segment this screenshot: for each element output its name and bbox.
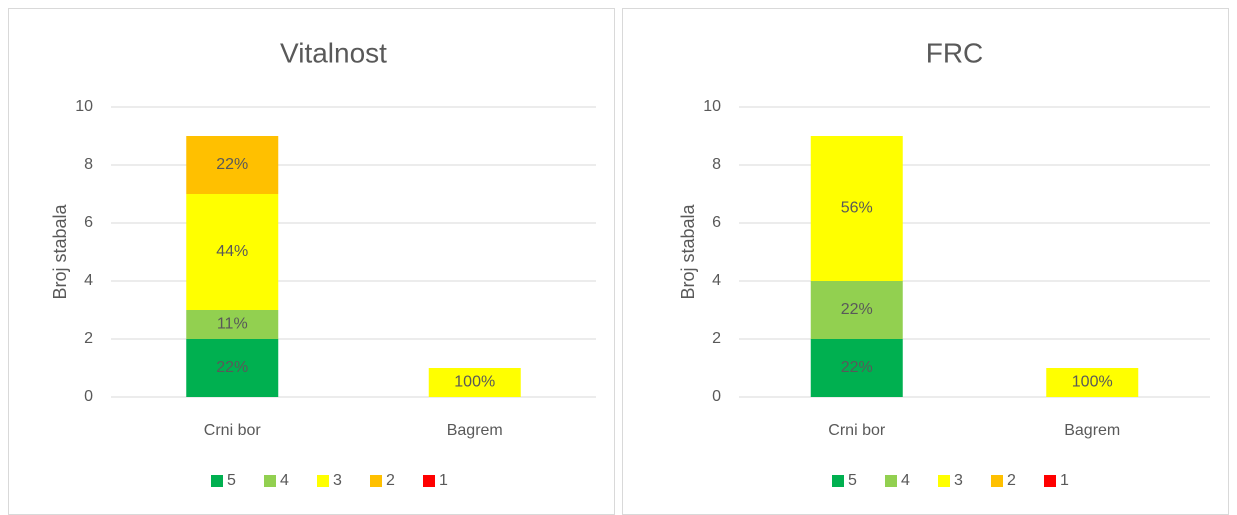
legend-label: 4 <box>280 472 289 489</box>
data-label: 22% <box>216 156 248 173</box>
x-tick-label: Crni bor <box>204 422 262 439</box>
y-tick-label: 0 <box>712 388 721 405</box>
chart-title: Vitalnost <box>280 37 387 68</box>
y-axis-label: Broj stabala <box>678 203 698 299</box>
data-label: 56% <box>841 200 873 217</box>
y-tick-label: 10 <box>75 98 93 115</box>
legend-label: 1 <box>439 472 448 489</box>
legend-label: 2 <box>1007 472 1016 489</box>
legend-label: 4 <box>901 472 910 489</box>
bar-segment <box>186 310 279 339</box>
data-label: 100% <box>454 374 495 391</box>
legend-swatch <box>1044 475 1056 487</box>
y-tick-label: 4 <box>712 272 721 289</box>
data-label: 100% <box>1072 374 1113 391</box>
y-axis-label: Broj stabala <box>50 203 70 299</box>
bar-segment <box>186 194 279 310</box>
bar-segment <box>186 339 279 397</box>
data-label: 22% <box>841 301 873 318</box>
legend-swatch <box>211 475 223 487</box>
chart-title: FRC <box>926 37 984 68</box>
y-tick-label: 6 <box>712 214 721 231</box>
y-tick-label: 6 <box>84 214 93 231</box>
bar-segment <box>810 281 903 339</box>
chart-panel: FRC Broj stabala 0 2 4 6 8 10 Crni bor 22% 22% 56% B… <box>622 8 1229 515</box>
legend-label: 2 <box>386 472 395 489</box>
legend-swatch <box>885 475 897 487</box>
x-tick-label: Crni bor <box>828 422 886 439</box>
legend-swatch <box>317 475 329 487</box>
bar-segment <box>186 136 279 194</box>
bar-segment <box>810 339 903 397</box>
chart-panel: Vitalnost Broj stabala 0 2 4 6 8 10 Crni bor 22% 1… <box>8 8 615 515</box>
x-tick-label: Bagrem <box>447 422 503 439</box>
legend-swatch <box>370 475 382 487</box>
legend-swatch <box>991 475 1003 487</box>
bar-segment <box>428 368 521 397</box>
legend-label: 3 <box>954 472 963 489</box>
legend-label: 5 <box>848 472 857 489</box>
data-label: 11% <box>217 316 248 333</box>
y-tick-label: 0 <box>84 388 93 405</box>
legend-swatch <box>423 475 435 487</box>
y-tick-label: 8 <box>84 156 93 173</box>
legend-swatch <box>832 475 844 487</box>
y-tick-label: 2 <box>84 330 93 347</box>
legend-label: 1 <box>1060 472 1069 489</box>
legend-label: 3 <box>333 472 342 489</box>
legend-swatch <box>938 475 950 487</box>
data-label: 22% <box>216 359 248 376</box>
data-label: 22% <box>841 359 873 376</box>
y-tick-label: 10 <box>703 98 721 115</box>
y-tick-label: 8 <box>712 156 721 173</box>
legend-label: 5 <box>227 472 236 489</box>
legend-swatch <box>264 475 276 487</box>
y-tick-label: 2 <box>712 330 721 347</box>
x-tick-label: Bagrem <box>1064 422 1120 439</box>
y-tick-label: 4 <box>84 272 93 289</box>
bar-segment <box>1046 368 1139 397</box>
data-label: 44% <box>216 243 248 260</box>
bar-segment <box>810 136 903 281</box>
